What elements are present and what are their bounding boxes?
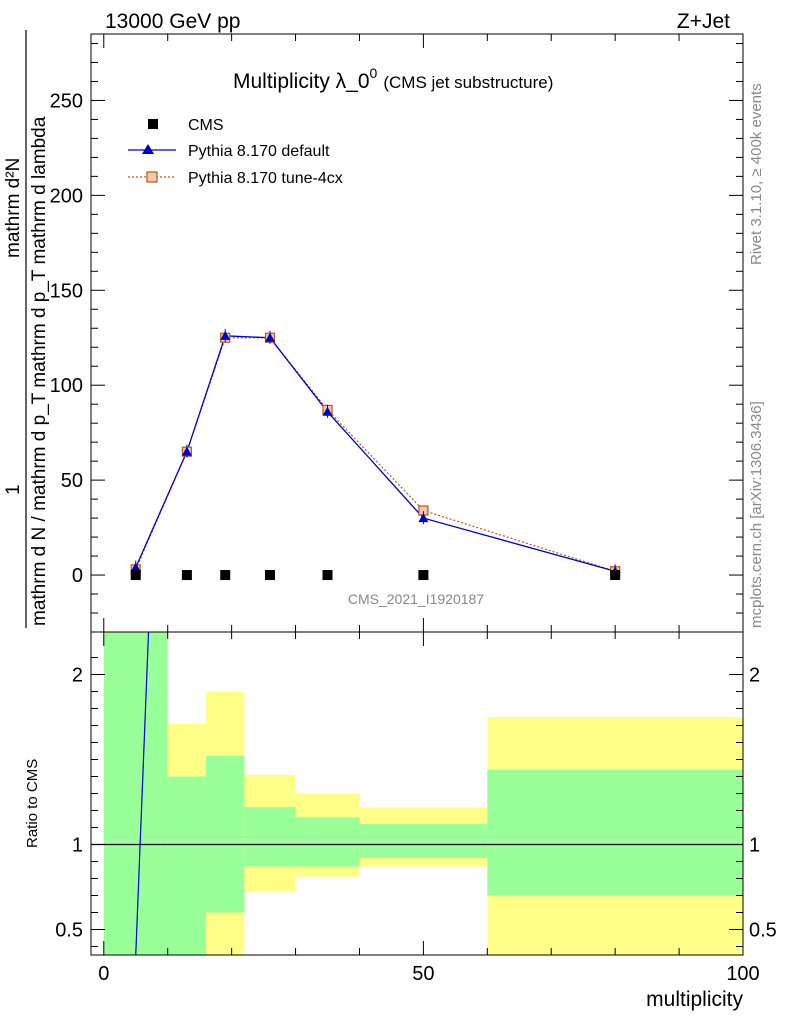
cms-data-point — [181, 570, 192, 581]
x-tick-label: 50 — [412, 963, 434, 985]
x-tick-label: 0 — [98, 963, 109, 985]
x-tick-labels: 0 50 100 — [98, 963, 759, 985]
ratio-inner-band — [206, 756, 245, 913]
ratio-inner-band — [167, 776, 207, 955]
cms-data-point — [418, 570, 429, 581]
x-axis-label: multiplicity — [646, 988, 743, 1011]
tune-4cx-series-line — [135, 337, 616, 572]
y-label-denominator: mathrm d N / mathrm d p_T mathrm d p_T m… — [29, 116, 50, 626]
main-series-group — [130, 328, 621, 581]
main-y-tick-label: 0 — [72, 565, 83, 587]
plot-title: Multiplicity λ_00 (CMS jet substructure) — [233, 65, 553, 93]
ratio-y-tick-label-right: 2 — [749, 665, 760, 687]
header-left: 13000 GeV pp — [105, 10, 240, 33]
ratio-inner-band — [295, 817, 360, 867]
legend-label-tune: Pythia 8.170 tune-4cx — [188, 170, 343, 187]
main-y-tick-label: 100 — [50, 375, 83, 397]
legend: CMS Pythia 8.170 default Pythia 8.170 tu… — [128, 117, 343, 187]
ratio-inner-band — [487, 769, 743, 896]
cms-data-point — [322, 570, 333, 581]
ratio-inner-band — [103, 632, 168, 955]
plot-title-subtitle: (CMS jet substructure) — [383, 73, 553, 92]
main-y-tick-label: 150 — [50, 280, 83, 302]
plot-title-superscript: 0 — [370, 65, 378, 81]
mcplots-label: mcplots.cern.ch [arXiv:1306.3436] — [748, 401, 765, 628]
ratio-plot-panel: 0.5 0.5 1 1 2 2 0 50 100 — [55, 631, 777, 985]
ratio-y-tick-label-left: 0.5 — [55, 920, 83, 942]
ratio-inner-band — [359, 824, 488, 859]
x-tick-label: 100 — [726, 963, 759, 985]
main-y-tick-label: 50 — [61, 470, 83, 492]
header-right: Z+Jet — [677, 10, 730, 33]
legend-marker-tune — [146, 171, 158, 183]
y-label-one: 1 — [3, 484, 24, 495]
analysis-watermark: CMS_2021_I1920187 — [348, 591, 484, 607]
ratio-bands — [91, 631, 743, 956]
ratio-y-label: Ratio to CMS — [24, 759, 41, 848]
cms-data-point — [130, 570, 141, 581]
ratio-default-line — [135, 631, 150, 956]
cms-data-point — [264, 570, 275, 581]
main-y-tick-label: 250 — [50, 90, 83, 112]
rivet-label: Rivet 3.1.10, ≥ 400k events — [748, 83, 765, 265]
legend-label-default: Pythia 8.170 default — [188, 143, 330, 160]
ratio-axis-ticks — [91, 632, 744, 955]
y-label-numerator: mathrm d²N — [3, 158, 24, 258]
ratio-plot-frame — [90, 631, 744, 956]
ratio-y-tick-label-left: 1 — [72, 835, 83, 857]
ratio-y-tick-label-right: 1 — [749, 835, 760, 857]
ratio-y-tick-label-right: 0.5 — [749, 920, 777, 942]
cms-data-point — [220, 570, 231, 581]
cms-data-point — [610, 570, 621, 581]
legend-marker-cms — [148, 119, 158, 129]
ratio-y-tick-labels: 0.5 0.5 1 1 2 2 — [55, 665, 777, 942]
main-y-tick-label: 200 — [50, 185, 83, 207]
main-y-tick-labels: 0 50 100 150 200 250 — [50, 90, 83, 587]
plot-title-main: Multiplicity λ_0 — [233, 70, 370, 93]
legend-label-cms: CMS — [188, 117, 224, 134]
legend-marker-default — [142, 144, 154, 154]
ratio-y-tick-label-left: 2 — [72, 665, 83, 687]
ratio-inner-band — [244, 807, 296, 867]
default-series-line — [135, 335, 616, 572]
main-y-axis-label: 1 mathrm d²N mathrm d N / mathrm d p_T m… — [3, 30, 50, 628]
